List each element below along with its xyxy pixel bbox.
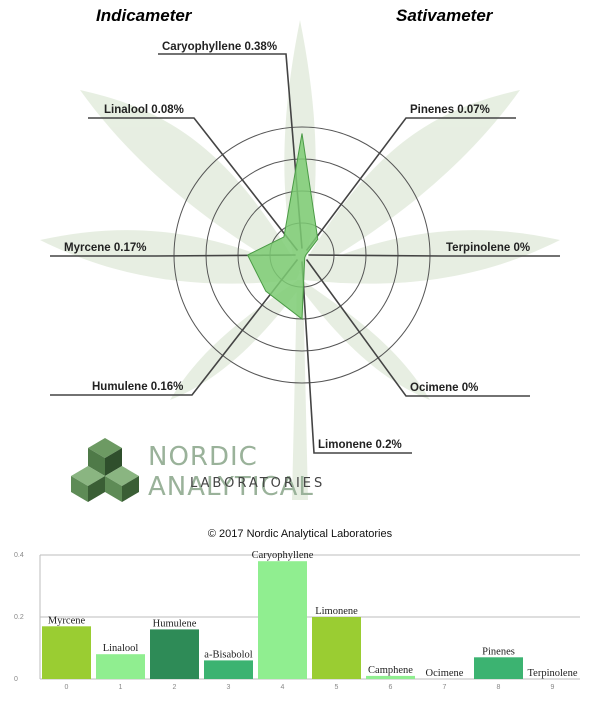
x-tick-label-0: 0 [65,684,69,691]
bar-label-linalool: Linalool [103,643,139,654]
bar-labels: Myrcene Linalool Humulene a-Bisabolol Caryop… [48,550,578,679]
x-tick-label-8: 8 [497,684,501,691]
y-tick-label-1: 0.2 [14,614,24,621]
y-tick-label-0: 0 [14,676,18,683]
label-myrcene: Myrcene 0.17% [64,242,146,254]
logo-company-name: NORDIC ANALYTICAL [148,442,314,502]
radar-axis-line-4 [301,261,412,454]
terpene-bar-chart: 0 0.2 0.4 Myrcene Linalool Humulene a-Bisabol… [14,550,580,691]
label-ocimene: Ocimene 0% [410,382,478,394]
x-tick-label-7: 7 [443,684,447,691]
indicameter-title: Indicameter [96,6,192,25]
x-tick-label-3: 3 [227,684,231,691]
copyright-text: © 2017 Nordic Analytical Laboratories [207,528,393,540]
bar-pinenes [474,657,523,679]
x-tick-label-9: 9 [551,684,555,691]
bar-label-limonene: Limonene [315,606,358,617]
bar-label-camphene: Camphene [368,665,413,676]
bar-caryophyllene [258,561,307,679]
y-tick-label-2: 0.4 [14,552,24,559]
terpene-radar-chart: Caryophyllene 0.38% Pinenes 0.07% Terpinol… [40,20,560,500]
label-humulene: Humulene 0.16% [92,381,183,393]
radar-data-polygon [246,133,319,320]
x-tick-label-2: 2 [173,684,177,691]
bar-humulene [150,629,199,679]
logo-company-subtitle: LABORATORIES [190,476,326,491]
x-tick-label-6: 6 [389,684,393,691]
label-terpinolene: Terpinolene 0% [446,242,530,254]
bar-label-humulene: Humulene [153,618,197,629]
x-tick-label-4: 4 [281,684,285,691]
label-caryophyllene: Caryophyllene 0.38% [162,41,277,53]
label-limonene: Limonene 0.2% [318,439,402,451]
label-linalool: Linalool 0.08% [104,104,184,116]
radar-labels: Caryophyllene 0.38% Pinenes 0.07% Terpinol… [64,41,530,451]
x-tick-label-5: 5 [335,684,339,691]
bar-series [42,561,523,679]
radar-axis-line-2 [308,254,560,257]
label-pinenes: Pinenes 0.07% [410,104,490,116]
bar-linalool [96,654,145,679]
radar-axis-line-3 [305,259,530,397]
radar-axis-line-7 [88,117,299,251]
bar-axis-ticks: 0 1 2 3 4 5 6 7 8 9 [65,684,555,691]
sativameter-title: Sativameter [396,6,493,25]
bar-label-caryophyllene: Caryophyllene [252,550,314,561]
bar-limonene [312,617,361,679]
bar-label-ocimene: Ocimene [426,668,464,679]
bar-label-pinenes: Pinenes [482,646,515,657]
nordic-analytical-logo: NORDIC ANALYTICAL LABORATORIES [70,436,370,506]
cube-logo-icon [71,438,139,502]
bar-label-terpinolene: Terpinolene [528,668,578,679]
bar-myrcene [42,626,91,679]
x-tick-label-1: 1 [119,684,123,691]
bar-label-myrcene: Myrcene [48,615,86,626]
bar-camphene [366,675,415,679]
bar-a-bisabolol [204,660,253,679]
bar-label-a-bisabolol: a-Bisabolol [204,649,252,660]
radar-axis-line-5 [50,259,299,396]
radar-ring-4 [173,126,431,384]
radar-axis-line-1 [305,117,516,251]
